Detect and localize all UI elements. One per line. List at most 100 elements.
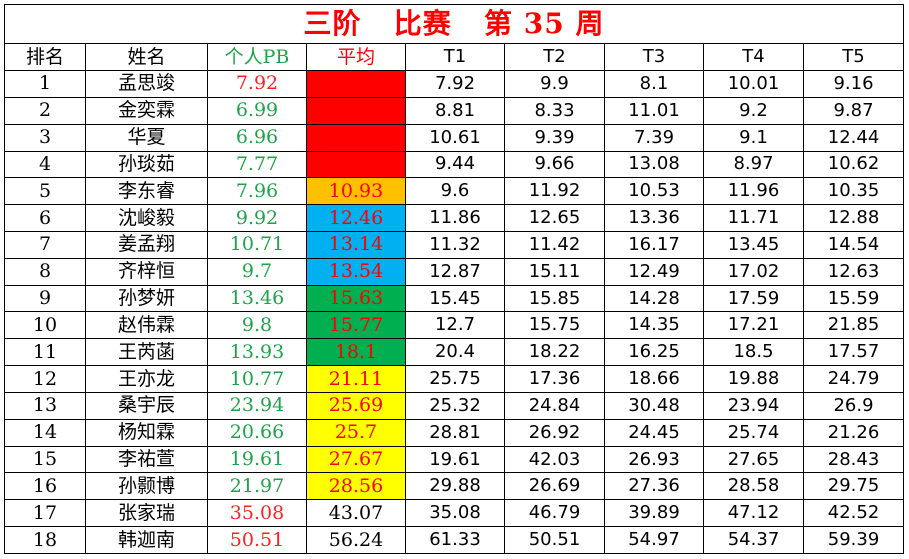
t3-cell[interactable]: 13.36 xyxy=(604,204,704,232)
t5-cell[interactable]: 12.88 xyxy=(802,204,905,232)
name-cell[interactable]: 王芮菡 xyxy=(85,338,208,367)
t2-cell[interactable]: 46.79 xyxy=(504,499,605,528)
pb-cell[interactable]: 10.77 xyxy=(207,365,307,393)
header-t4[interactable]: T4 xyxy=(703,43,804,72)
t2-cell[interactable]: 26.92 xyxy=(504,418,605,447)
t4-cell[interactable]: 27.65 xyxy=(703,445,804,474)
t5-cell[interactable]: 26.9 xyxy=(802,391,905,420)
t5-cell[interactable]: 42.52 xyxy=(802,499,905,528)
t5-cell[interactable]: 17.57 xyxy=(802,338,905,367)
average-cell[interactable]: 25.7 xyxy=(306,418,406,447)
name-cell[interactable]: 华夏 xyxy=(85,123,208,152)
t2-cell[interactable]: 17.36 xyxy=(504,365,605,393)
name-cell[interactable]: 李东睿 xyxy=(85,177,208,206)
rank-cell[interactable]: 10 xyxy=(4,311,86,340)
t1-cell[interactable]: 7.92 xyxy=(405,70,505,98)
t3-cell[interactable]: 39.89 xyxy=(604,499,704,528)
t3-cell[interactable]: 24.45 xyxy=(604,418,704,447)
t4-cell[interactable]: 17.02 xyxy=(703,257,804,286)
t2-cell[interactable]: 11.42 xyxy=(504,231,605,259)
t3-cell[interactable]: 8.1 xyxy=(604,70,704,98)
name-cell[interactable]: 孟思竣 xyxy=(85,70,208,98)
t1-cell[interactable]: 61.33 xyxy=(405,526,505,554)
average-cell[interactable]: 10.93 xyxy=(306,177,406,206)
t4-cell[interactable]: 11.96 xyxy=(703,177,804,206)
header-t3[interactable]: T3 xyxy=(604,43,704,72)
name-cell[interactable]: 孙梦妍 xyxy=(85,284,208,313)
rank-cell[interactable]: 14 xyxy=(4,418,86,447)
t3-cell[interactable]: 54.97 xyxy=(604,526,704,554)
name-cell[interactable]: 赵伟霖 xyxy=(85,311,208,340)
pb-cell[interactable]: 9.7 xyxy=(207,257,307,286)
t1-cell[interactable]: 12.87 xyxy=(405,257,505,286)
header-rank[interactable]: 排名 xyxy=(4,43,86,72)
t2-cell[interactable]: 11.92 xyxy=(504,177,605,206)
t4-cell[interactable]: 17.21 xyxy=(703,311,804,340)
pb-cell[interactable]: 50.51 xyxy=(207,526,307,554)
average-cell[interactable]: 56.24 xyxy=(306,526,406,554)
average-cell[interactable]: 9.91 xyxy=(306,150,406,179)
t3-cell[interactable]: 12.49 xyxy=(604,257,704,286)
t5-cell[interactable]: 21.26 xyxy=(802,418,905,447)
rank-cell[interactable]: 16 xyxy=(4,472,86,501)
name-cell[interactable]: 姜孟翔 xyxy=(85,231,208,259)
t3-cell[interactable]: 13.08 xyxy=(604,150,704,179)
t4-cell[interactable]: 11.71 xyxy=(703,204,804,232)
t1-cell[interactable]: 20.4 xyxy=(405,338,505,367)
t1-cell[interactable]: 9.6 xyxy=(405,177,505,206)
average-cell[interactable]: 21.11 xyxy=(306,365,406,393)
pb-cell[interactable]: 7.77 xyxy=(207,150,307,179)
rank-cell[interactable]: 3 xyxy=(4,123,86,152)
t2-cell[interactable]: 42.03 xyxy=(504,445,605,474)
t4-cell[interactable]: 8.97 xyxy=(703,150,804,179)
t5-cell[interactable]: 9.16 xyxy=(802,70,905,98)
t2-cell[interactable]: 12.65 xyxy=(504,204,605,232)
pb-cell[interactable]: 7.92 xyxy=(207,70,307,98)
t1-cell[interactable]: 11.32 xyxy=(405,231,505,259)
pb-cell[interactable]: 35.08 xyxy=(207,499,307,528)
t4-cell[interactable]: 9.1 xyxy=(703,123,804,152)
average-cell[interactable]: 27.67 xyxy=(306,445,406,474)
rank-cell[interactable]: 8 xyxy=(4,257,86,286)
t3-cell[interactable]: 30.48 xyxy=(604,391,704,420)
average-cell[interactable]: 15.63 xyxy=(306,284,406,313)
pb-cell[interactable]: 21.97 xyxy=(207,472,307,501)
t1-cell[interactable]: 35.08 xyxy=(405,499,505,528)
pb-cell[interactable]: 19.61 xyxy=(207,445,307,474)
rank-cell[interactable]: 11 xyxy=(4,338,86,367)
rank-cell[interactable]: 12 xyxy=(4,365,86,393)
pb-cell[interactable]: 20.66 xyxy=(207,418,307,447)
t5-cell[interactable]: 9.87 xyxy=(802,96,905,125)
t5-cell[interactable]: 24.79 xyxy=(802,365,905,393)
pb-cell[interactable]: 9.8 xyxy=(207,311,307,340)
average-cell[interactable]: 13.54 xyxy=(306,257,406,286)
t4-cell[interactable]: 23.94 xyxy=(703,391,804,420)
rank-cell[interactable]: 1 xyxy=(4,70,86,98)
t2-cell[interactable]: 15.85 xyxy=(504,284,605,313)
t4-cell[interactable]: 18.5 xyxy=(703,338,804,367)
t1-cell[interactable]: 8.81 xyxy=(405,96,505,125)
header-name[interactable]: 姓名 xyxy=(85,43,208,72)
average-cell[interactable]: 28.56 xyxy=(306,472,406,501)
pb-cell[interactable]: 9.92 xyxy=(207,204,307,232)
t2-cell[interactable]: 15.75 xyxy=(504,311,605,340)
average-cell[interactable]: 15.77 xyxy=(306,311,406,340)
rank-cell[interactable]: 2 xyxy=(4,96,86,125)
t2-cell[interactable]: 8.33 xyxy=(504,96,605,125)
t3-cell[interactable]: 18.66 xyxy=(604,365,704,393)
header-average[interactable]: 平均 xyxy=(306,43,406,72)
t4-cell[interactable]: 28.58 xyxy=(703,472,804,501)
t2-cell[interactable]: 18.22 xyxy=(504,338,605,367)
t3-cell[interactable]: 16.17 xyxy=(604,231,704,259)
t4-cell[interactable]: 25.74 xyxy=(703,418,804,447)
t2-cell[interactable]: 9.66 xyxy=(504,150,605,179)
t2-cell[interactable]: 50.51 xyxy=(504,526,605,554)
name-cell[interactable]: 沈峻毅 xyxy=(85,204,208,232)
t4-cell[interactable]: 17.59 xyxy=(703,284,804,313)
t3-cell[interactable]: 11.01 xyxy=(604,96,704,125)
t3-cell[interactable]: 27.36 xyxy=(604,472,704,501)
pb-cell[interactable]: 6.96 xyxy=(207,123,307,152)
t2-cell[interactable]: 26.69 xyxy=(504,472,605,501)
t1-cell[interactable]: 28.81 xyxy=(405,418,505,447)
t2-cell[interactable]: 15.11 xyxy=(504,257,605,286)
